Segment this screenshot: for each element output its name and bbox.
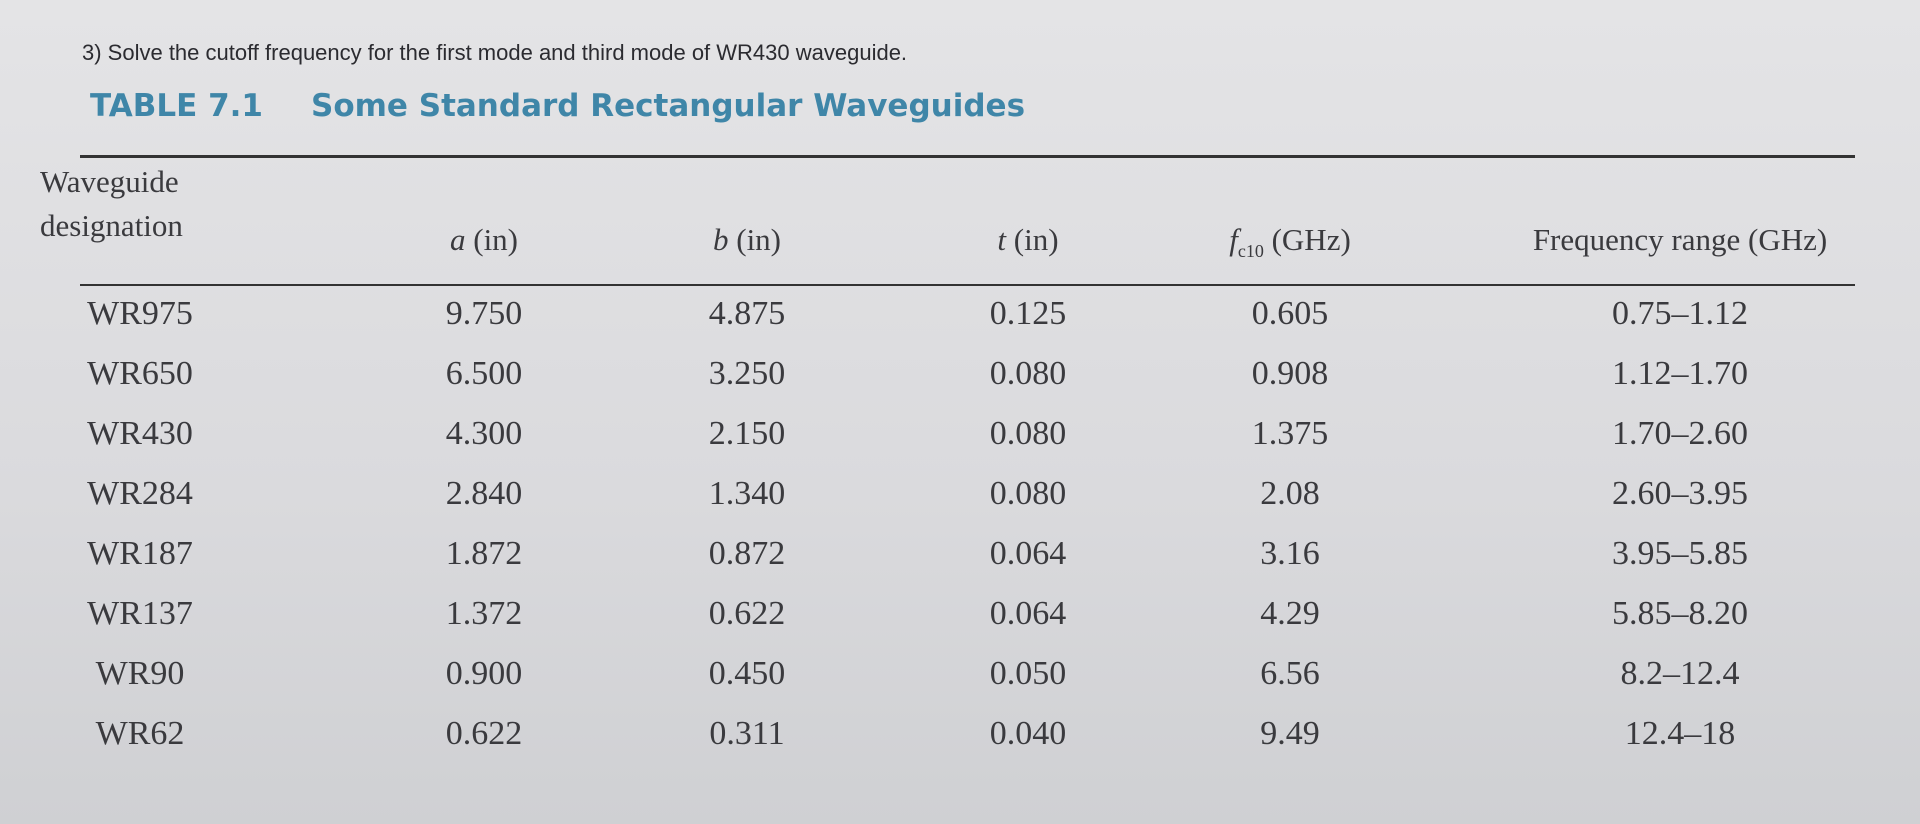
header-symbol: t [997,222,1007,257]
value-cell: 0.080 [989,475,1067,512]
value-cell: 4.300 [445,415,523,452]
value-cell: 2.08 [1260,475,1320,512]
designation-cell: WR187 [87,535,193,572]
designation-cell: WR90 [95,655,185,692]
value-cell: 0.050 [989,655,1067,692]
designation-cell: WR137 [87,595,193,632]
value-cell: 0.872 [708,535,786,572]
value-cell: 0.75–1.12 [1612,295,1748,332]
header-unit: (in) [1013,222,1059,257]
value-cell: 0.908 [1251,355,1329,392]
value-cell: 3.250 [708,355,786,392]
designation-cell: WR430 [87,415,193,452]
value-cell: 5.85–8.20 [1612,595,1748,632]
header-symbol: a [449,222,466,257]
value-cell: 9.750 [445,295,523,332]
value-cell: 3.95–5.85 [1612,535,1748,572]
column-header: Frequency range (GHz) [1533,222,1827,258]
value-cell: 0.450 [708,655,786,692]
value-cell: 0.311 [709,715,785,752]
value-cell: 0.064 [989,595,1067,632]
header-unit: (in) [736,222,782,257]
value-cell: 0.064 [989,535,1067,572]
value-cell: 6.56 [1260,655,1320,692]
column-header: a (in) [450,222,518,258]
value-cell: 2.60–3.95 [1612,475,1748,512]
value-cell: 12.4–18 [1624,715,1736,752]
header-text: Frequency range (GHz) [1532,222,1828,257]
value-cell: 1.372 [445,595,523,632]
header-rule [80,284,1855,286]
top-rule [80,155,1855,158]
column-header: fc10 (GHz) [1229,222,1351,262]
value-cell: 4.875 [708,295,786,332]
value-cell: 0.900 [445,655,523,692]
value-cell: 0.080 [989,355,1067,392]
value-cell: 3.16 [1260,535,1320,572]
value-cell: 1.12–1.70 [1612,355,1748,392]
value-cell: 1.872 [445,535,523,572]
designation-cell: WR650 [87,355,193,392]
value-cell: 6.500 [445,355,523,392]
designation-cell: WR62 [95,715,185,752]
value-cell: 1.340 [708,475,786,512]
value-cell: 0.125 [989,295,1067,332]
header-symbol: b [712,222,729,257]
table-heading: TABLE 7.1 Some Standard Rectangular Waveg… [90,88,1073,124]
value-cell: 8.2–12.4 [1620,655,1740,692]
value-cell: 2.150 [708,415,786,452]
value-cell: 0.605 [1251,295,1329,332]
value-cell: 0.622 [445,715,523,752]
value-cell: 1.375 [1251,415,1329,452]
header-text: Waveguide designation [40,164,183,243]
header-unit: (GHz) [1271,222,1351,257]
designation-cell: WR284 [87,475,193,512]
value-cell: 0.080 [989,415,1067,452]
header-subscript: c10 [1237,241,1264,262]
table-title: Some Standard Rectangular Waveguides [311,88,1026,124]
value-cell: 2.840 [445,475,523,512]
table-label: TABLE 7.1 [90,88,263,124]
header-symbol: f [1229,222,1238,257]
designation-cell: WR975 [87,295,193,332]
value-cell: 1.70–2.60 [1612,415,1748,452]
column-header: t (in) [997,222,1058,258]
column-header: b (in) [713,222,781,258]
value-cell: 9.49 [1260,715,1320,752]
value-cell: 0.040 [989,715,1067,752]
column-header: Waveguide designation [40,160,240,248]
value-cell: 4.29 [1260,595,1320,632]
value-cell: 0.622 [708,595,786,632]
question: 3) Solve the cutoff frequency for the fi… [82,40,908,65]
header-unit: (in) [473,222,519,257]
